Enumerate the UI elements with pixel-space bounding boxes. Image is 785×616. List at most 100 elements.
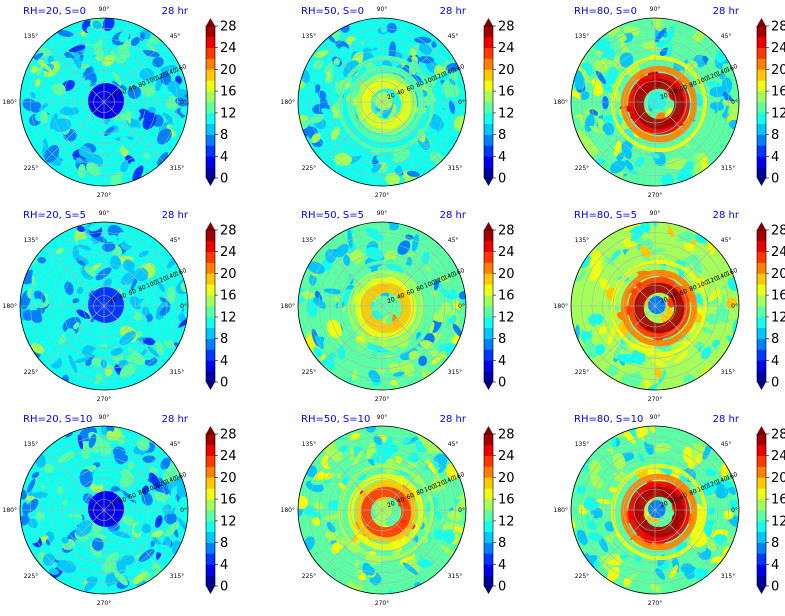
- colorbar-tick-label: 12: [498, 514, 515, 529]
- colorbar-segment: [484, 240, 493, 253]
- colorbar-tick-label: 4: [498, 150, 506, 165]
- contour-blob: [439, 350, 447, 360]
- polar-grid: [19, 17, 189, 187]
- colorbar-tick-label: 4: [498, 558, 506, 573]
- radial-tick-label: 60: [128, 492, 138, 501]
- contour-blob: [419, 43, 432, 55]
- contour-blob: [406, 170, 420, 177]
- angle-tick-label: 0°: [458, 99, 465, 106]
- radial-tick-label: 120: [155, 479, 168, 490]
- colorbar-segment: [757, 510, 766, 522]
- contour-blob: [390, 380, 398, 387]
- colorbar-tick-label: 20: [498, 267, 515, 282]
- radial-tick-label: 120: [706, 275, 719, 286]
- colorbar-extend-min: [484, 382, 493, 390]
- contour-blob: [607, 327, 615, 345]
- contour-blob: [440, 302, 451, 316]
- contour-blob: [84, 577, 98, 592]
- colorbar-extend-min: [484, 586, 493, 594]
- polar-panel: 20 40 60 801001201401600°45°90°135°180°225°…: [554, 414, 785, 607]
- contour-blob: [43, 463, 54, 473]
- contour-ring: [628, 73, 690, 135]
- angle-tick-label: 180°: [281, 99, 295, 106]
- colorbar-segment: [206, 102, 215, 114]
- colorbar-segment: [206, 134, 215, 146]
- colorbar-segment: [484, 360, 493, 372]
- colorbar-segment: [757, 145, 766, 157]
- colorbar-tick-label: 12: [220, 106, 237, 121]
- contour-blob: [334, 567, 346, 576]
- contour-blob: [91, 356, 104, 368]
- radial-tick-label: 60: [679, 84, 689, 93]
- contour-blob: [76, 239, 94, 246]
- colorbar-tick-label: 8: [220, 536, 228, 551]
- panel-title: RH=80, S=0: [574, 6, 637, 17]
- contour-blob: [75, 157, 83, 164]
- radial-tick-label: 160: [452, 267, 465, 278]
- contour-blob: [312, 517, 321, 526]
- polar-panel: 20 40 60 801001201401600°45°90°135°180°225°…: [3, 210, 237, 403]
- contour-blob: [55, 266, 68, 281]
- contour-blob: [129, 340, 143, 351]
- angle-tick-label: 90°: [650, 6, 661, 13]
- colorbar-segment: [484, 338, 493, 350]
- contour-blob: [26, 498, 39, 513]
- contour-blob: [433, 509, 443, 520]
- contour-blob: [691, 448, 698, 460]
- contour-blob: [298, 516, 313, 531]
- contour-blob: [157, 128, 172, 145]
- contour-blob: [150, 540, 155, 547]
- panel-title: RH=50, S=0: [301, 6, 364, 17]
- colorbar-segment: [757, 520, 766, 533]
- angle-tick-label: 180°: [281, 507, 295, 514]
- contour-blob: [700, 333, 712, 346]
- contour-field: [571, 18, 739, 186]
- contour-ring: [355, 277, 417, 339]
- radial-tick-label: 160: [174, 267, 187, 278]
- contour-blob: [134, 267, 149, 282]
- colorbar-frame: [205, 25, 216, 179]
- contour-blob: [408, 452, 420, 463]
- colorbar-tick-label: 4: [220, 150, 228, 165]
- colorbar-tick-label: 16: [498, 493, 515, 508]
- contour-blob: [373, 435, 383, 446]
- colorbar-segment: [484, 316, 493, 329]
- angular-gridline: [44, 450, 105, 511]
- contour-blob: [594, 39, 612, 52]
- colorbar-segment: [206, 80, 215, 92]
- contour-blob: [715, 486, 729, 499]
- contour-blob: [646, 452, 658, 466]
- contour-blob: [325, 249, 336, 263]
- contour-blob: [634, 157, 645, 168]
- contour-blob: [36, 476, 52, 487]
- colorbar-segment: [484, 251, 493, 263]
- contour-blob: [100, 359, 107, 369]
- colorbar-segment: [484, 564, 493, 576]
- angle-tick-label: 0°: [180, 303, 187, 310]
- angular-gridline: [103, 101, 164, 162]
- contour-blob: [32, 491, 48, 499]
- radial-tick-label: 60: [128, 84, 138, 93]
- colorbar-tick-label: 12: [220, 310, 237, 325]
- contour-blob: [22, 502, 29, 517]
- angle-tick-label: 225°: [575, 165, 589, 172]
- colorbar-segment: [206, 520, 215, 533]
- colorbar-segment: [484, 349, 493, 361]
- contour-blob: [73, 50, 82, 70]
- contour-blob: [616, 152, 625, 161]
- colorbar-segment: [484, 123, 493, 135]
- colorbar-segment: [206, 338, 215, 350]
- colorbar-segment: [757, 466, 766, 478]
- colorbar-segment: [757, 338, 766, 350]
- contour-blob: [338, 482, 346, 490]
- panel-title: RH=80, S=10: [574, 414, 643, 425]
- contour-ring: [355, 73, 417, 135]
- angular-gridline: [595, 509, 656, 570]
- colorbar-segment: [484, 91, 493, 103]
- contour-blob: [133, 298, 144, 306]
- contour-blob: [134, 466, 149, 481]
- contour-blob: [655, 568, 666, 580]
- radial-tick-label: 140: [716, 475, 729, 486]
- radial-tick-label: 100: [696, 483, 709, 494]
- angular-gridline: [381, 246, 442, 307]
